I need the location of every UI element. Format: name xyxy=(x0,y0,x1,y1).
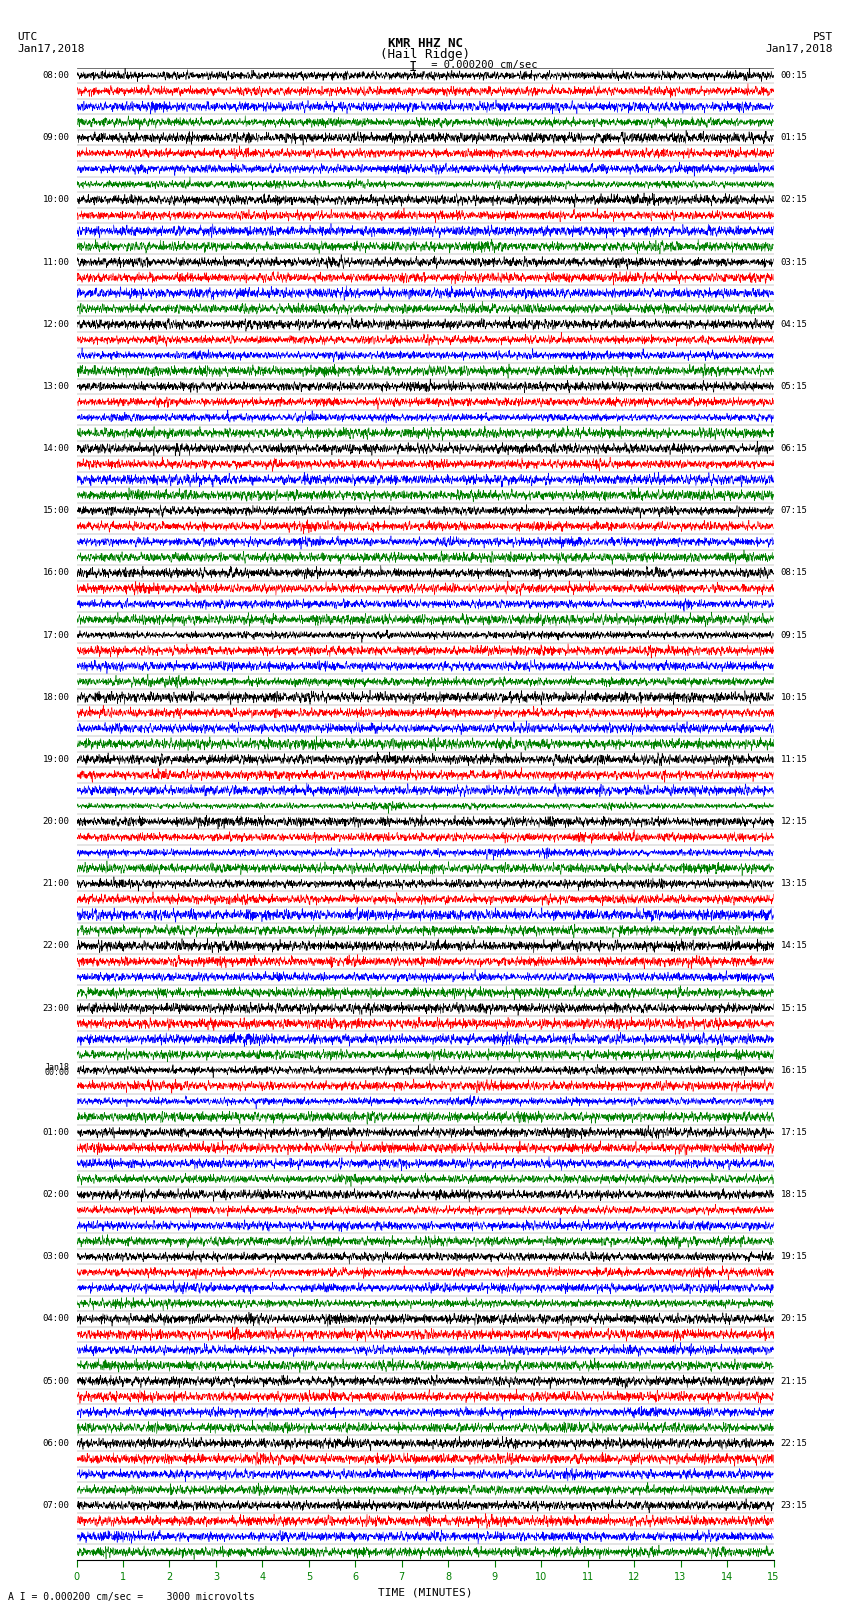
Text: KMR HHZ NC: KMR HHZ NC xyxy=(388,37,462,50)
Text: 01:15: 01:15 xyxy=(780,134,808,142)
Text: I: I xyxy=(408,60,416,74)
Text: Jan17,2018: Jan17,2018 xyxy=(17,44,84,53)
Text: 16:15: 16:15 xyxy=(780,1066,808,1074)
Text: 06:00: 06:00 xyxy=(42,1439,70,1448)
Text: PST: PST xyxy=(813,32,833,42)
Text: 17:15: 17:15 xyxy=(780,1127,808,1137)
Text: 04:00: 04:00 xyxy=(42,1315,70,1323)
Text: 07:00: 07:00 xyxy=(42,1500,70,1510)
Text: 23:00: 23:00 xyxy=(42,1003,70,1013)
Text: 05:15: 05:15 xyxy=(780,382,808,390)
Text: UTC: UTC xyxy=(17,32,37,42)
Text: 14:00: 14:00 xyxy=(42,444,70,453)
Text: (Hail Ridge): (Hail Ridge) xyxy=(380,48,470,61)
Text: 13:00: 13:00 xyxy=(42,382,70,390)
Text: 13:15: 13:15 xyxy=(780,879,808,889)
Text: 18:00: 18:00 xyxy=(42,692,70,702)
Text: 12:00: 12:00 xyxy=(42,319,70,329)
Text: 18:15: 18:15 xyxy=(780,1190,808,1198)
Text: 20:00: 20:00 xyxy=(42,818,70,826)
Text: 17:00: 17:00 xyxy=(42,631,70,639)
Text: 08:00: 08:00 xyxy=(42,71,70,81)
Text: 21:15: 21:15 xyxy=(780,1376,808,1386)
Text: 21:00: 21:00 xyxy=(42,879,70,889)
Text: 11:00: 11:00 xyxy=(42,258,70,266)
Text: 22:00: 22:00 xyxy=(42,942,70,950)
Text: 06:15: 06:15 xyxy=(780,444,808,453)
Text: 04:15: 04:15 xyxy=(780,319,808,329)
Text: 14:15: 14:15 xyxy=(780,942,808,950)
Text: 19:00: 19:00 xyxy=(42,755,70,765)
Text: 15:15: 15:15 xyxy=(780,1003,808,1013)
Text: 03:00: 03:00 xyxy=(42,1252,70,1261)
Text: 07:15: 07:15 xyxy=(780,506,808,515)
Text: 11:15: 11:15 xyxy=(780,755,808,765)
Text: 10:15: 10:15 xyxy=(780,692,808,702)
Text: A I = 0.000200 cm/sec =    3000 microvolts: A I = 0.000200 cm/sec = 3000 microvolts xyxy=(8,1592,255,1602)
Text: 00:00: 00:00 xyxy=(44,1068,70,1077)
Text: 01:00: 01:00 xyxy=(42,1127,70,1137)
Text: 12:15: 12:15 xyxy=(780,818,808,826)
Text: 23:15: 23:15 xyxy=(780,1500,808,1510)
Text: 19:15: 19:15 xyxy=(780,1252,808,1261)
Text: 03:15: 03:15 xyxy=(780,258,808,266)
Text: Jan18: Jan18 xyxy=(44,1063,70,1073)
Text: 20:15: 20:15 xyxy=(780,1315,808,1323)
Text: = 0.000200 cm/sec: = 0.000200 cm/sec xyxy=(425,60,537,69)
Text: 22:15: 22:15 xyxy=(780,1439,808,1448)
Text: 08:15: 08:15 xyxy=(780,568,808,577)
X-axis label: TIME (MINUTES): TIME (MINUTES) xyxy=(377,1587,473,1597)
Text: 02:00: 02:00 xyxy=(42,1190,70,1198)
Text: Jan17,2018: Jan17,2018 xyxy=(766,44,833,53)
Text: 09:15: 09:15 xyxy=(780,631,808,639)
Text: 00:15: 00:15 xyxy=(780,71,808,81)
Text: 02:15: 02:15 xyxy=(780,195,808,205)
Text: 05:00: 05:00 xyxy=(42,1376,70,1386)
Text: 15:00: 15:00 xyxy=(42,506,70,515)
Text: 09:00: 09:00 xyxy=(42,134,70,142)
Text: 10:00: 10:00 xyxy=(42,195,70,205)
Text: 16:00: 16:00 xyxy=(42,568,70,577)
